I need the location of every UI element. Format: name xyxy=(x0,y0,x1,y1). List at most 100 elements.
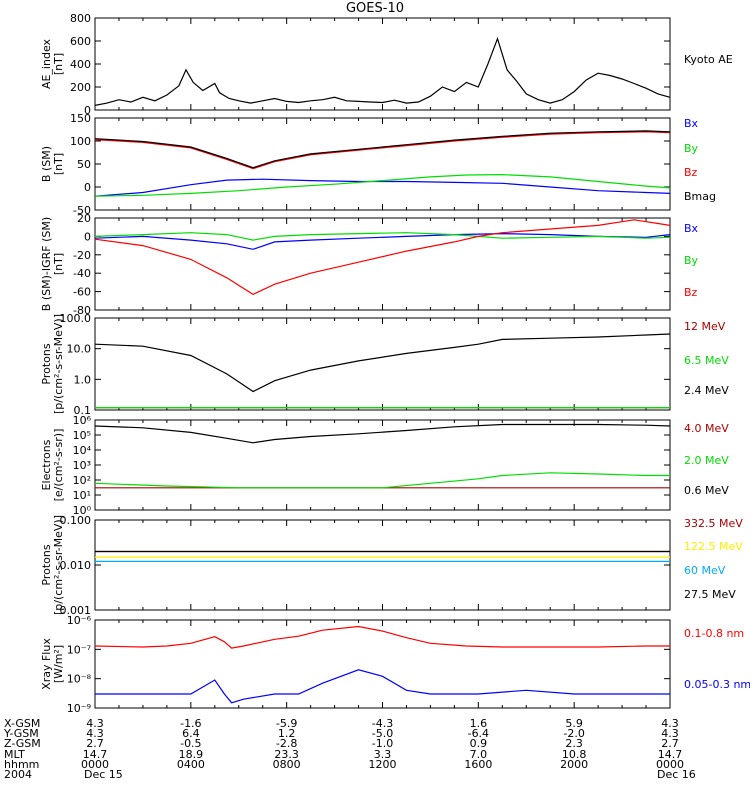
y-tick-label: 100 xyxy=(70,135,91,148)
y-axis-label: B (SM) xyxy=(40,146,53,182)
y-tick-label: -50 xyxy=(73,204,91,217)
x-axis-value: -1.6 xyxy=(180,717,201,730)
y-tick-label: -20 xyxy=(73,249,91,262)
y-tick-label: -80 xyxy=(73,304,91,317)
y-axis-label: [nT] xyxy=(52,53,65,75)
x-axis-value: -6.4 xyxy=(468,727,489,740)
y-tick-label: 1.0 xyxy=(74,373,92,386)
series-line-bz xyxy=(94,131,671,170)
x-axis-row-label: X-GSM xyxy=(4,717,40,730)
y-tick-label: 50 xyxy=(77,158,91,171)
x-axis-value: 0000 xyxy=(656,758,684,771)
y-tick-label: 10³ xyxy=(73,459,91,472)
x-axis-value: 3.3 xyxy=(374,748,392,761)
legend-label: By xyxy=(684,254,699,267)
y-tick-label: 0 xyxy=(84,230,91,243)
y-tick-label: 20 xyxy=(77,212,91,225)
series-line-bx xyxy=(94,178,671,197)
legend-label: 332.5 MeV xyxy=(684,517,743,530)
x-axis-value: 7.0 xyxy=(470,748,488,761)
x-axis-value: -5.9 xyxy=(276,717,297,730)
panel-5: 0.001 0.010 0.100 Protons [p/(cm²-s-sr-MeV)]… xyxy=(40,514,743,617)
legend-label: 6.5 MeV xyxy=(684,354,729,367)
legend-label: 2.0 MeV xyxy=(684,454,729,467)
legend-label: By xyxy=(684,142,699,155)
figure-title: GOES-10 xyxy=(346,1,404,16)
x-axis-value: 2.7 xyxy=(86,737,104,750)
x-axis-value: 0000 xyxy=(81,758,109,771)
panel-frame xyxy=(94,619,671,709)
y-tick-label: 10⁻⁶ xyxy=(67,614,92,627)
y-axis-label: B (SM)-IGRF (SM) xyxy=(40,217,53,311)
series-line-by xyxy=(94,173,671,197)
legend-label: 60 MeV xyxy=(684,564,726,577)
x-axis-value: -0.5 xyxy=(180,737,201,750)
series-line-2-0-mev xyxy=(94,472,670,489)
y-axis-label: Protons xyxy=(40,544,53,585)
panel-6: 10⁻⁹ 10⁻⁸ 10⁻⁷ 10⁻⁶ Xray Flux [W/m²] 0.1-0.8 n… xyxy=(40,614,750,715)
x-axis-table: X-GSM 4.3 -1.6 -5.9 -4.3 1.6 5.9 4.3 Y-GSM 4.3 6.4… xyxy=(3,717,696,781)
y-tick-label: 100.0 xyxy=(60,312,92,325)
legend-label: 0.1-0.8 nm xyxy=(684,627,744,640)
y-tick-label: 10.0 xyxy=(67,343,92,356)
x-axis-value: 18.9 xyxy=(179,748,204,761)
y-tick-label: 0.100 xyxy=(60,514,92,527)
x-axis-value: 14.7 xyxy=(658,748,683,761)
y-tick-label: 400 xyxy=(70,58,91,71)
x-axis-value: 4.3 xyxy=(661,727,679,740)
y-axis-label: [nT] xyxy=(52,153,65,175)
x-axis-value: 2.7 xyxy=(661,737,679,750)
panel-0: 0 200 400 600 800 AE_index [nT] Kyoto AE xyxy=(40,12,733,117)
series-line-kyoto-ae xyxy=(94,36,671,106)
x-axis-value: -4.3 xyxy=(372,717,393,730)
x-axis-value: 4.3 xyxy=(86,727,104,740)
x-axis-value: 1.2 xyxy=(278,727,296,740)
legend-label: Kyoto AE xyxy=(684,53,733,66)
x-axis-value: 23.3 xyxy=(274,748,299,761)
x-axis-value: 10.8 xyxy=(562,748,587,761)
series-line-0-05-0-3-nm xyxy=(95,669,670,704)
x-axis-value: -5.0 xyxy=(372,727,393,740)
x-axis-value: 5.9 xyxy=(565,717,583,730)
panel-2: -80 -60 -40 -20 0 20 B (SM)-IGRF (SM) [nT] Bx By B… xyxy=(40,212,699,317)
y-axis-label: Protons xyxy=(40,343,53,384)
x-axis-value: 0.9 xyxy=(470,737,488,750)
panel-frame xyxy=(94,317,671,411)
y-tick-label: 0.1 xyxy=(74,404,92,417)
x-axis-value: Dec 15 xyxy=(84,768,123,781)
series-line-by xyxy=(94,232,671,241)
x-axis-value: 1200 xyxy=(369,758,397,771)
x-axis-value: 4.3 xyxy=(661,717,679,730)
x-axis-value: 14.7 xyxy=(83,748,108,761)
x-axis-row-label: Y-GSM xyxy=(3,727,39,740)
y-tick-label: 10⁰ xyxy=(73,504,92,517)
x-axis-value: -2.0 xyxy=(563,727,584,740)
y-axis-label: Electrons xyxy=(40,439,53,490)
x-axis-value: -1.0 xyxy=(372,737,393,750)
y-tick-label: 0 xyxy=(84,181,91,194)
series-line-bmag xyxy=(94,130,671,169)
y-axis-label: AE_index xyxy=(40,38,53,89)
x-axis-value: 6.4 xyxy=(182,727,200,740)
x-axis-value: 4.3 xyxy=(86,717,104,730)
x-axis-value: 2000 xyxy=(560,758,588,771)
x-axis-row-label: hhmm xyxy=(4,758,39,771)
y-tick-label: 10⁻⁸ xyxy=(67,673,92,686)
x-axis-value: 2.3 xyxy=(565,737,583,750)
y-tick-label: 10⁴ xyxy=(73,444,92,457)
y-tick-label: 10⁶ xyxy=(73,414,92,427)
x-axis-value: -2.8 xyxy=(276,737,297,750)
legend-label: 0.05-0.3 nm xyxy=(684,678,750,691)
y-tick-label: -60 xyxy=(73,286,91,299)
y-tick-label: 600 xyxy=(70,35,91,48)
legend-label: 122.5 MeV xyxy=(684,540,743,553)
panel-frame xyxy=(94,17,671,111)
panel-frame xyxy=(94,419,671,511)
legend-label: 4.0 MeV xyxy=(684,422,729,435)
y-tick-label: 0.001 xyxy=(60,604,92,617)
panel-frame xyxy=(94,217,671,311)
x-axis-value: 0800 xyxy=(273,758,301,771)
legend-label: Bz xyxy=(684,286,698,299)
legend-label: 2.4 MeV xyxy=(684,384,729,397)
